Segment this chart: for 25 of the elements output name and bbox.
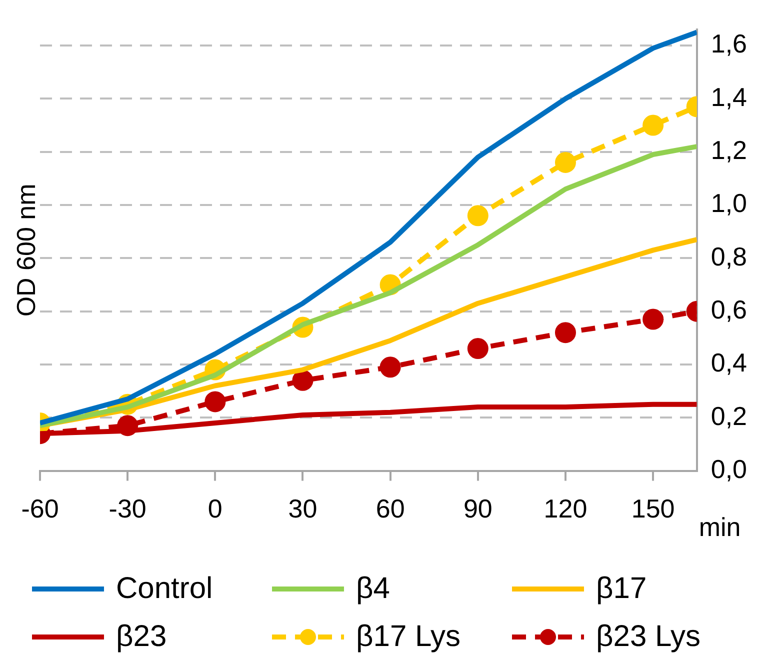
y-tick-label: 1,4 — [710, 82, 748, 112]
legend-label: β17 Lys — [356, 620, 461, 654]
y-tick-label: 0,6 — [710, 294, 748, 324]
y-axis-title: OD 600 nm — [11, 184, 42, 317]
x-tick-label: 150 — [631, 494, 675, 524]
y-tick-label: 0,8 — [710, 241, 748, 272]
y-tick-label: 1,0 — [710, 188, 748, 218]
x-tick-label: 60 — [376, 494, 405, 524]
legend-label: β4 — [356, 572, 390, 606]
x-tick-label: 120 — [544, 494, 588, 524]
x-tick-label: -60 — [21, 494, 59, 524]
y-tick-label: 0,2 — [710, 400, 748, 431]
x-tick-label: 0 — [208, 494, 222, 524]
y-tick-label: 0,0 — [710, 454, 748, 484]
y-tick-label: 1,2 — [710, 135, 748, 166]
legend-label: β17 — [596, 572, 647, 606]
legend-label: β23 — [116, 620, 167, 654]
x-tick-label: -30 — [108, 494, 146, 524]
x-axis-title: min — [698, 512, 741, 542]
x-tick-label: 30 — [288, 494, 318, 524]
legend-label: β23 Lys — [596, 620, 701, 654]
x-tick-label: 90 — [463, 494, 492, 524]
y-tick-label: 1,6 — [710, 28, 748, 59]
legend-label: Control — [116, 572, 213, 606]
y-tick-label: 0,4 — [710, 348, 748, 378]
